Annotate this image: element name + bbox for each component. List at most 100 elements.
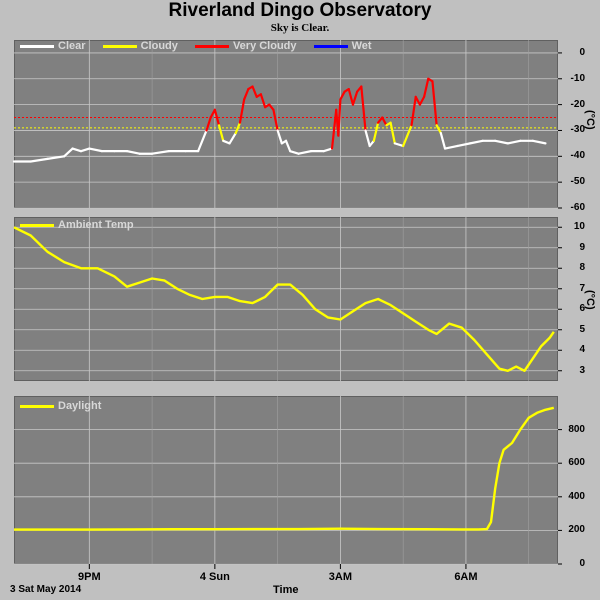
temp-panel — [14, 217, 558, 381]
sky-temp-segment — [289, 150, 300, 155]
legend-swatch-clear — [20, 44, 54, 48]
ytick-label: -30 — [570, 124, 585, 136]
legend-swatch-temp — [20, 223, 54, 227]
sky-temp-segment — [531, 139, 547, 145]
daylight-panel — [14, 396, 558, 564]
xtick-label: 3AM — [328, 571, 352, 583]
sky-temp-segment — [125, 150, 141, 155]
ytick-label: -50 — [570, 176, 585, 188]
sky-temp-segment — [217, 124, 225, 142]
sky-temp-segment — [297, 150, 313, 155]
sky-temp-segment — [222, 139, 231, 145]
sky-temp-segment — [443, 144, 459, 150]
sky-temp-segment — [276, 129, 283, 145]
sky-temp-segment — [351, 90, 359, 106]
xtick-label: 4 Sun — [199, 571, 230, 583]
temp-legend: Ambient Temp — [20, 219, 134, 231]
sky-temp-segment — [414, 95, 422, 106]
legend-label-very-cloudy: Very Cloudy — [232, 40, 297, 52]
daylight-line — [14, 406, 555, 531]
sky-temp-segment — [402, 124, 413, 148]
sky-temp-segment — [29, 157, 49, 163]
sky-temp-segment — [322, 147, 334, 153]
legend-label-daylight: Daylight — [58, 400, 102, 412]
sky-temp-segment — [228, 131, 237, 145]
sky-temp-segment — [431, 80, 438, 127]
sky-temp-segment — [456, 142, 472, 148]
chart-subtitle: Sky is Clear. — [270, 22, 330, 34]
sky-temp-segment — [418, 95, 426, 106]
sky-temp-segment — [372, 121, 380, 142]
legend-swatch-very-cloudy — [194, 44, 229, 48]
ytick-label: 5 — [579, 323, 585, 335]
sky-temp-segment — [506, 139, 522, 145]
sky-temp-segment — [393, 142, 405, 148]
sky-temp-segment — [63, 147, 74, 158]
xtick-label: 9PM — [78, 571, 101, 583]
ytick-label: -60 — [570, 202, 585, 213]
ambient-temp-line — [13, 226, 555, 372]
sky-temp-segment — [88, 147, 103, 153]
sky-temp-segment — [243, 88, 250, 101]
sky-temp-segment — [150, 150, 170, 155]
sky-temp-segment — [268, 103, 275, 111]
legend-swatch-cloudy — [102, 44, 137, 48]
ytick-label: 9 — [579, 241, 585, 253]
ytick-label: 200 — [568, 524, 585, 536]
ytick-label: 10 — [573, 221, 585, 233]
ytick-label: 8 — [579, 262, 585, 274]
sky-temp-segment — [330, 108, 338, 150]
sky-temp-segment — [347, 88, 355, 106]
ytick-label: 400 — [568, 490, 585, 502]
temp-unit-label: (°C) — [584, 290, 596, 310]
ytick-label: -40 — [570, 150, 585, 162]
sky-temp-segment — [381, 116, 388, 127]
sky-temp-segment — [368, 139, 375, 148]
sky-temp-segment — [364, 129, 371, 148]
ytick-label: 6 — [579, 303, 585, 315]
x-axis-title: Time — [273, 584, 299, 596]
sky-temp-segment — [284, 139, 292, 153]
sky-temp-segment — [272, 108, 279, 132]
sky-temp-segment — [422, 77, 430, 98]
ytick-label: 0 — [579, 46, 585, 58]
legend-swatch-wet — [313, 44, 348, 48]
sky-temp-segment — [410, 95, 417, 127]
sky-unit-label: (°C) — [584, 110, 596, 130]
ytick-label: 800 — [568, 423, 585, 435]
ytick-label: 600 — [568, 457, 585, 469]
chart-title: Riverland Dingo Observatory — [168, 0, 432, 21]
legend-swatch-daylight — [20, 404, 54, 408]
sky-temp-segment — [439, 131, 447, 150]
sky-temp-segment — [213, 108, 221, 127]
legend-label-clear: Clear — [58, 40, 86, 52]
legend-label-cloudy: Cloudy — [140, 40, 178, 52]
ytick-label: -10 — [570, 72, 585, 84]
sky-temp-segment — [238, 98, 246, 124]
sky-temp-segment — [494, 139, 509, 145]
sky-temp-segment — [251, 85, 258, 98]
sky-temp-segment — [71, 147, 83, 153]
sky-panel — [14, 40, 558, 208]
daylight-legend: Daylight — [20, 400, 101, 412]
sky-temp-segment — [469, 139, 484, 145]
sky-temp-segment — [259, 93, 267, 109]
ytick-label: 3 — [579, 364, 585, 376]
sky-temp-segment — [360, 85, 367, 132]
ytick-label: 4 — [579, 344, 585, 356]
sky-temp-segment — [46, 155, 66, 160]
sky-temp-segment — [234, 121, 242, 135]
ytick-label: 7 — [579, 282, 585, 294]
legend-label-wet: Wet — [351, 40, 372, 52]
ytick-label: 0 — [579, 558, 585, 569]
sky-temp-segment — [435, 124, 442, 135]
ytick-label: -20 — [570, 98, 585, 110]
legend-label-temp: Ambient Temp — [58, 219, 134, 231]
xtick-label: 6AM — [454, 571, 478, 583]
sky-legend: Clear Cloudy Very Cloudy Wet — [20, 40, 372, 52]
sky-temp-segment — [389, 121, 396, 145]
sky-temp-segment — [339, 90, 346, 101]
sky-temp-segment — [337, 98, 342, 137]
sky-temp-segment — [197, 129, 208, 153]
